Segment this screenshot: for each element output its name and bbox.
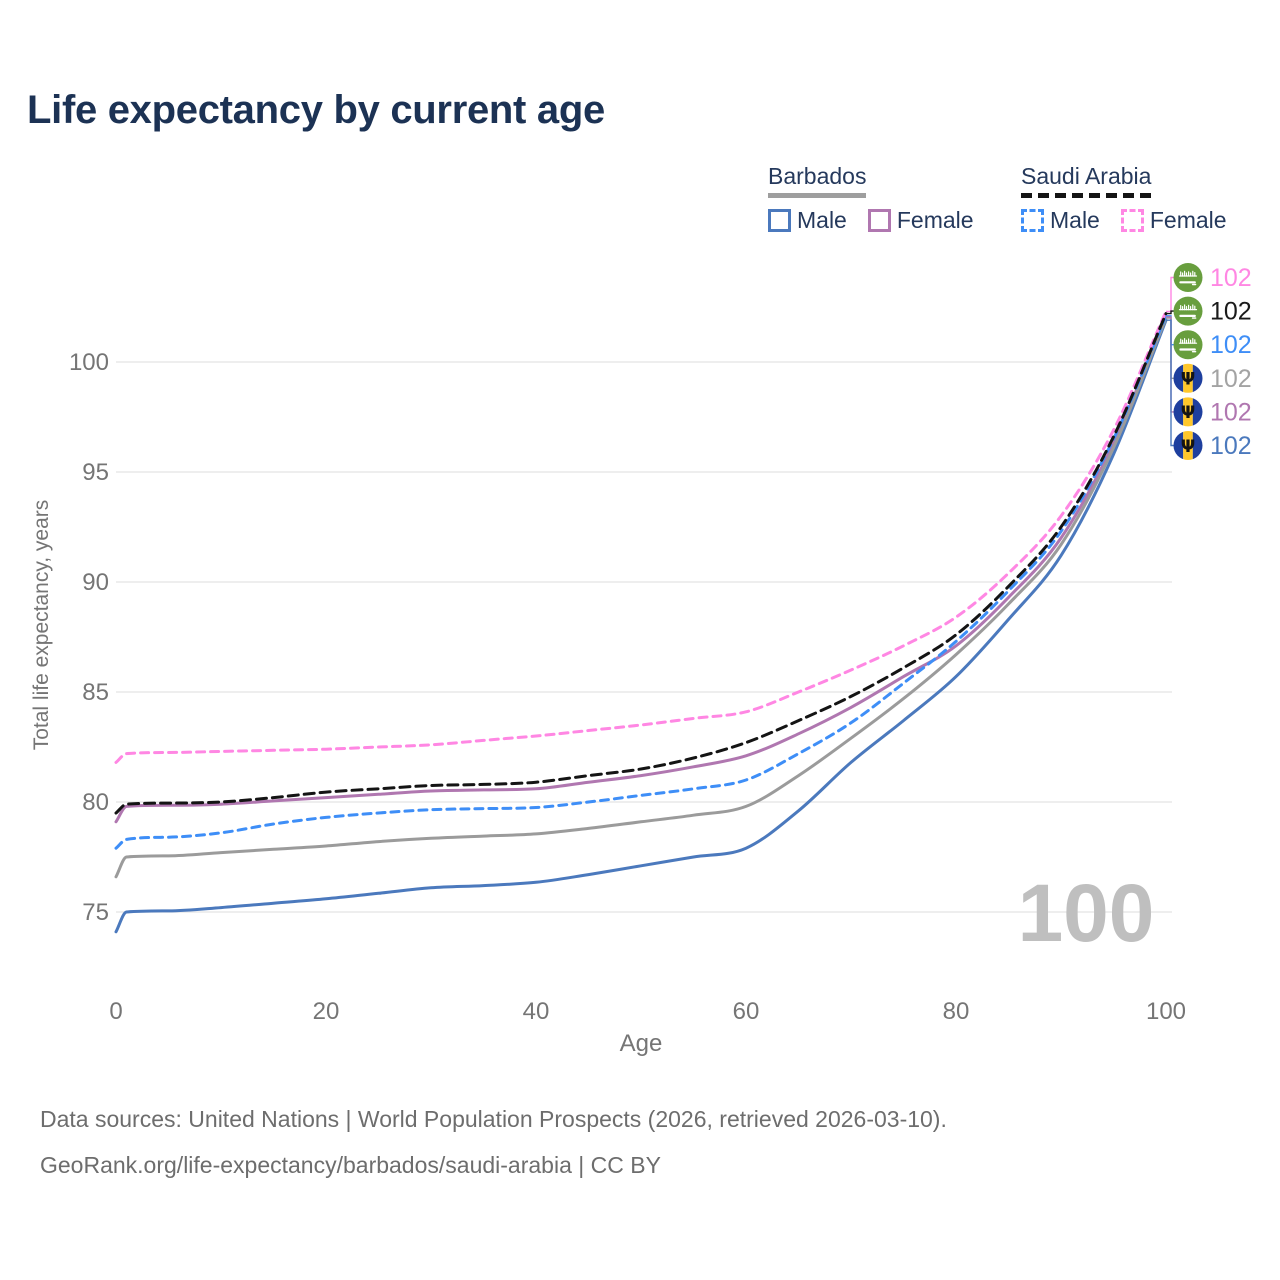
gridlines xyxy=(116,361,1172,913)
end-value-label: 102 xyxy=(1210,298,1252,326)
x-tick-label: 0 xyxy=(109,998,122,1025)
y-tick-label: 85 xyxy=(82,679,109,706)
series-line-saudi-arabia-male[interactable] xyxy=(114,314,1168,850)
end-value-label: 102 xyxy=(1210,331,1252,359)
y-tick-label: 90 xyxy=(82,569,109,596)
x-tick-label: 20 xyxy=(313,998,340,1025)
series-line-barbados-total[interactable] xyxy=(114,316,1168,879)
end-value-label: 102 xyxy=(1210,365,1252,393)
svg-text:Ψ: Ψ xyxy=(1181,403,1195,423)
x-tick-label: 40 xyxy=(523,998,550,1025)
barbados-flag-icon: Ψ xyxy=(1173,397,1203,427)
legend-item-saudi-arabia-female[interactable]: Female xyxy=(1120,206,1227,234)
age-watermark: 100 xyxy=(1018,868,1155,959)
legend-item-label: Male xyxy=(1050,206,1100,233)
series-line-barbados-female[interactable] xyxy=(114,315,1168,824)
saudi-arabia-flag-icon xyxy=(1173,330,1203,360)
svg-text:Ψ: Ψ xyxy=(1181,370,1195,390)
end-label-saudi-arabia-female[interactable]: 102 xyxy=(1166,263,1252,313)
saudi-arabia-male-swatch-icon xyxy=(1021,208,1044,232)
end-value-label: 102 xyxy=(1210,264,1252,292)
end-value-label: 102 xyxy=(1210,432,1252,460)
saudi-arabia-line-style-swatch xyxy=(1021,193,1152,198)
series-line-barbados-male[interactable] xyxy=(114,318,1168,934)
barbados-flag-icon: Ψ xyxy=(1173,363,1203,393)
series-line-saudi-arabia-total[interactable] xyxy=(114,312,1168,815)
legend-country-saudi-arabia[interactable]: Saudi Arabia xyxy=(1021,163,1152,198)
data-sources-text: Data sources: United Nations | World Pop… xyxy=(40,1106,947,1132)
saudi-arabia-flag-icon xyxy=(1173,296,1203,326)
y-tick-label: 75 xyxy=(82,899,109,926)
saudi-arabia-flag-icon xyxy=(1173,263,1203,292)
legend-country-label: Saudi Arabia xyxy=(1021,163,1152,189)
x-tick-label: 100 xyxy=(1146,998,1186,1025)
legend-group-saudi-arabia: Saudi Arabia Male Female xyxy=(1021,163,1227,234)
end-label-saudi-arabia-male[interactable]: 102 xyxy=(1166,315,1252,360)
y-tick-label: 95 xyxy=(82,459,109,486)
end-value-label: 102 xyxy=(1210,398,1252,426)
legend-country-label: Barbados xyxy=(768,163,867,189)
end-label-saudi-arabia-total[interactable]: 102 xyxy=(1166,296,1252,326)
end-label-barbados-total[interactable]: Ψ 102 xyxy=(1166,317,1252,393)
barbados-line-style-swatch xyxy=(768,193,867,198)
y-tick-label: 80 xyxy=(82,789,109,816)
series-line-saudi-arabia-female[interactable] xyxy=(114,309,1168,764)
legend-item-label: Female xyxy=(1149,206,1227,233)
legend-country-barbados[interactable]: Barbados xyxy=(768,163,867,198)
chart-footer: Data sources: United Nations | World Pop… xyxy=(40,1106,947,1179)
x-tick-label: 80 xyxy=(943,998,970,1025)
axis-tick-labels: 75 80 85 90 95 100 0 20 40 60 80 100 xyxy=(69,349,1186,1025)
legend-item-barbados-male[interactable]: Male xyxy=(768,207,847,234)
attribution-text: GeoRank.org/life-expectancy/barbados/sau… xyxy=(40,1152,661,1178)
svg-text:Ψ: Ψ xyxy=(1181,437,1195,457)
barbados-female-swatch-icon xyxy=(867,208,891,232)
legend-item-label: Female xyxy=(896,206,974,233)
y-axis-label: Total life expectancy, years xyxy=(30,500,53,751)
saudi-arabia-female-swatch-icon xyxy=(1120,208,1144,232)
end-label-barbados-male[interactable]: Ψ 102 xyxy=(1166,319,1252,460)
y-tick-label: 100 xyxy=(69,349,109,376)
x-axis-label: Age xyxy=(620,1030,663,1057)
x-tick-label: 60 xyxy=(733,998,760,1025)
legend-item-label: Male xyxy=(797,206,847,233)
barbados-flag-icon: Ψ xyxy=(1173,431,1203,460)
legend-group-barbados: Barbados Male Female xyxy=(768,163,974,234)
legend-item-barbados-female[interactable]: Female xyxy=(867,206,974,234)
page-title: Life expectancy by current age xyxy=(27,88,605,132)
barbados-male-swatch-icon xyxy=(768,208,791,232)
legend-item-saudi-arabia-male[interactable]: Male xyxy=(1021,207,1100,234)
